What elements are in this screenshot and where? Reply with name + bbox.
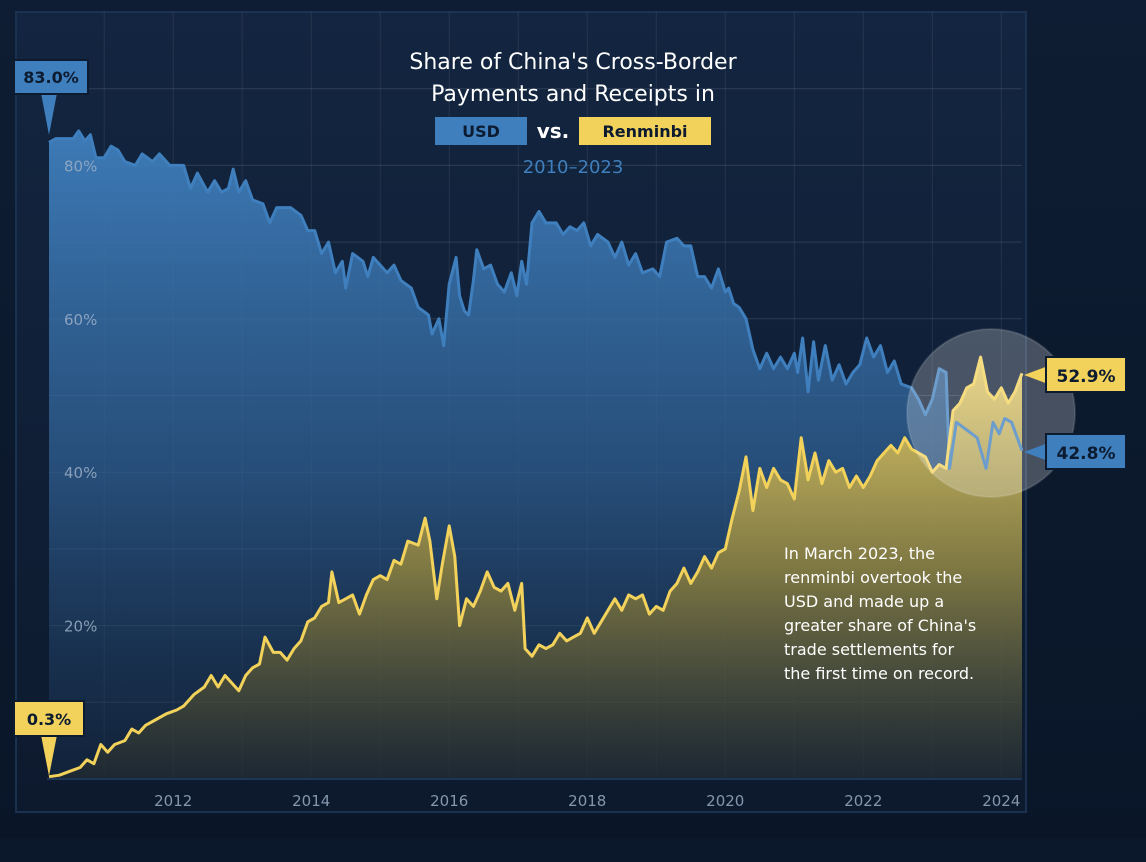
area-renminbi bbox=[49, 357, 1022, 779]
axis-layer: 2012 2014 2016 2018 2020 2022 2024 20% 40% 60% 80% bbox=[47, 157, 1022, 810]
y-tick-label-40: 40% bbox=[64, 464, 97, 482]
annotation-line-2: renminbi overtook the bbox=[784, 568, 962, 587]
chart-title-line-2: Payments and Receipts in bbox=[431, 82, 715, 107]
legend-vs-label: vs. bbox=[537, 119, 570, 143]
title-group: Share of China's Cross-Border Payments a… bbox=[409, 50, 737, 178]
rmb-end-callout: 52.9% bbox=[1024, 356, 1127, 393]
annotation: In March 2023, the renminbi overtook the… bbox=[784, 544, 976, 683]
footer-band bbox=[0, 838, 1146, 862]
x-tick-label-2024: 2024 bbox=[982, 792, 1020, 810]
x-tick-label-2012: 2012 bbox=[154, 792, 192, 810]
callouts: 83.0% 0.3% 52.9% 42.8% bbox=[13, 59, 1127, 776]
annotation-line-4: greater share of China's bbox=[784, 616, 976, 635]
usd-end-value: 42.8% bbox=[1057, 444, 1116, 464]
usd-start-value: 83.0% bbox=[23, 68, 79, 87]
rmb-start-value: 0.3% bbox=[27, 710, 71, 729]
area-layer bbox=[49, 130, 1022, 779]
x-tick-label-2020: 2020 bbox=[706, 792, 744, 810]
annotation-line-5: trade settlements for bbox=[784, 640, 954, 659]
x-tick-label-2016: 2016 bbox=[430, 792, 468, 810]
x-tick-label-2014: 2014 bbox=[292, 792, 330, 810]
annotation-line-1: In March 2023, the bbox=[784, 544, 935, 563]
chart-title-line-1: Share of China's Cross-Border bbox=[409, 50, 737, 75]
line-layer bbox=[48, 129, 1024, 779]
line-renminbi bbox=[48, 355, 1024, 779]
chart-subtitle: 2010–2023 bbox=[523, 157, 624, 178]
legend-rmb-label: Renminbi bbox=[602, 122, 687, 141]
annotation-line-6: the first time on record. bbox=[784, 664, 974, 683]
annotation-line-3: USD and made up a bbox=[784, 592, 944, 611]
usd-start-callout: 83.0% bbox=[13, 59, 89, 135]
legend-rmb-swatch bbox=[579, 117, 711, 145]
legend-usd-swatch bbox=[435, 117, 527, 145]
y-tick-label-60: 60% bbox=[64, 311, 97, 329]
line-usd bbox=[48, 129, 1024, 470]
x-tick-label-2018: 2018 bbox=[568, 792, 606, 810]
highlight-circle bbox=[906, 328, 1076, 498]
y-tick-label-80: 80% bbox=[64, 157, 97, 175]
legend-usd-label: USD bbox=[462, 122, 500, 141]
x-tick-label-2022: 2022 bbox=[844, 792, 882, 810]
usd-end-callout: 42.8% bbox=[1024, 433, 1127, 470]
rmb-start-callout: 0.3% bbox=[13, 700, 85, 776]
rmb-end-value: 52.9% bbox=[1057, 367, 1116, 387]
y-tick-label-20: 20% bbox=[64, 618, 97, 636]
